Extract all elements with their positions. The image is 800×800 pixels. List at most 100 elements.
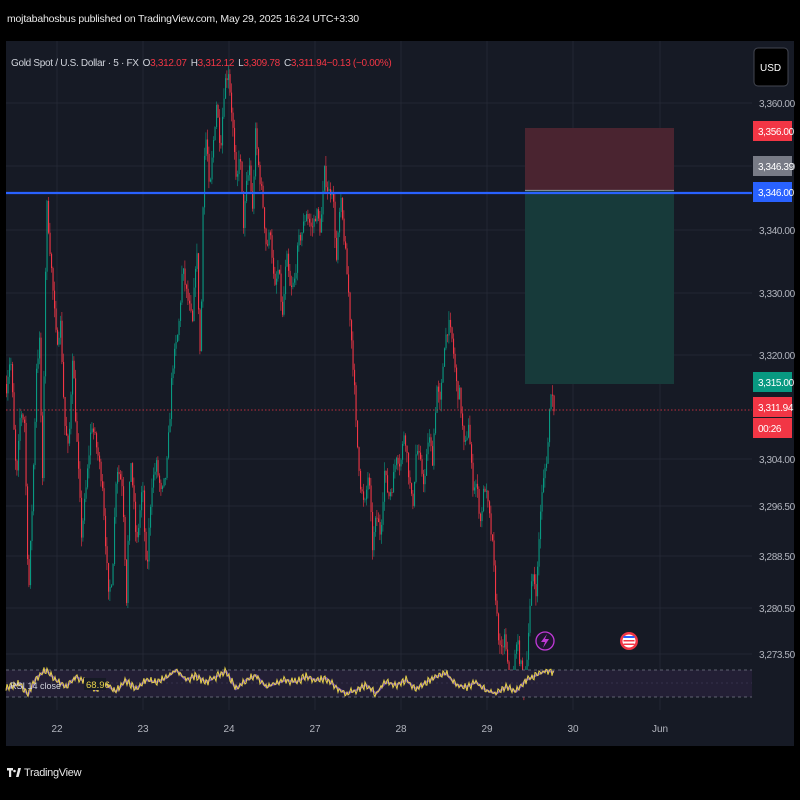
candle-body [450, 319, 452, 328]
candle-body [307, 213, 309, 219]
candle-body [316, 209, 318, 222]
candle-body [105, 515, 107, 547]
candle-body [102, 481, 104, 489]
candle-body [7, 376, 9, 394]
candle-body [151, 487, 153, 507]
candle-body [144, 490, 146, 532]
candle-body [193, 287, 195, 322]
candle-body [324, 166, 326, 191]
candle-body [541, 492, 543, 512]
rsi-pane: RSI 14 close 68.96 [5, 666, 752, 698]
candle-body [249, 165, 251, 176]
candle-body [279, 269, 281, 274]
candle-body [177, 335, 179, 342]
candle-body [499, 640, 501, 646]
candle-body [21, 414, 23, 418]
candle-body [403, 435, 405, 444]
price-tick: 3,360.00 [759, 99, 796, 110]
candle-body [396, 457, 398, 466]
publish-header: mojtabahosbus published on TradingView.c… [0, 0, 800, 40]
candle-body [399, 463, 401, 467]
currency-button[interactable] [753, 47, 789, 87]
candle-body [387, 475, 389, 493]
candle-body [115, 483, 117, 518]
candle-body [232, 112, 234, 128]
candle-body [150, 506, 152, 528]
candle-body [472, 462, 474, 491]
candle-body [276, 278, 278, 285]
candle-body [460, 387, 462, 414]
candle-body [229, 74, 231, 93]
candle-body [451, 327, 453, 339]
candle-body [534, 574, 536, 585]
candle-body [211, 157, 213, 180]
candle-body [394, 465, 396, 473]
candle-body [64, 396, 66, 426]
candle-body [280, 273, 282, 302]
candle-body [294, 278, 296, 283]
candle-body [58, 337, 60, 345]
candle-body [256, 128, 258, 149]
candle-body [453, 338, 455, 354]
candle-body [252, 191, 254, 209]
candle-body [484, 488, 486, 492]
tradingview-logo-text: TradingView [24, 767, 82, 779]
price-tick: 3,288.50 [759, 552, 796, 563]
candle-body [73, 360, 75, 379]
candle-body [477, 483, 479, 490]
candle-body [235, 152, 237, 177]
candle-body [366, 489, 368, 500]
candle-body [361, 489, 363, 492]
candle-body [474, 487, 476, 491]
candle-body [514, 653, 516, 675]
candle-body [178, 320, 180, 336]
legend-text: Gold Spot / U.S. Dollar · 5 · FX O3,312.0… [11, 58, 391, 69]
candle-body [67, 435, 69, 444]
candle-body [196, 253, 198, 269]
candle-body [133, 485, 135, 502]
candle-body [408, 453, 410, 478]
candle-body [339, 211, 341, 233]
price-label-badge [753, 397, 792, 417]
candle-body [297, 245, 299, 273]
candle-body [261, 184, 263, 186]
candle-body [258, 148, 260, 166]
price-label-badge [753, 182, 792, 202]
candle-body [187, 288, 189, 301]
candle-body [423, 473, 425, 485]
candle-body [480, 513, 482, 522]
candle-body [364, 499, 366, 501]
candle-body [22, 414, 24, 420]
candle-body [303, 221, 305, 233]
legend-change: −0.13 (−0.00%) [327, 58, 392, 69]
candle-body [519, 640, 521, 664]
candle-body [424, 475, 426, 485]
candle-body [535, 584, 537, 597]
candle-body [286, 253, 288, 267]
candle-body [195, 268, 197, 288]
candle-body [319, 218, 321, 233]
candle-body [49, 232, 51, 254]
candle-body [237, 174, 239, 177]
candle-body [439, 391, 441, 400]
candle-body [414, 481, 416, 506]
stop-loss-zone [525, 128, 674, 191]
candle-body [201, 301, 203, 352]
time-tick: 24 [223, 724, 235, 735]
candle-body [390, 492, 392, 497]
candle-body [532, 574, 534, 582]
candle-body [418, 451, 420, 453]
price-tick: 3,330.00 [759, 289, 796, 300]
price-tick: 3,273.50 [759, 650, 796, 661]
candle-body [441, 382, 443, 400]
candle-body [420, 452, 422, 460]
tradingview-logo[interactable]: TradingView [7, 767, 82, 779]
candle-body [111, 585, 113, 588]
candle-body [306, 213, 308, 222]
candle-body [495, 565, 497, 601]
candle-body [462, 413, 464, 426]
take-profit-zone [525, 190, 674, 384]
candle-body [97, 447, 99, 456]
candle-body [213, 140, 215, 158]
